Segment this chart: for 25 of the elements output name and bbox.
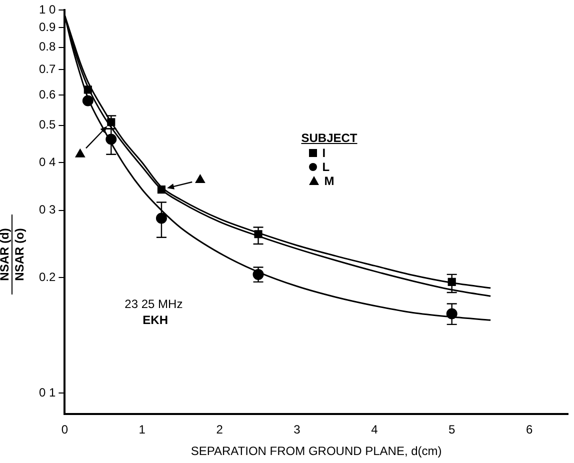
y-tick-label: 0.9 [38, 20, 56, 34]
legend-label: M [323, 174, 336, 188]
x-tick-label: 3 [294, 422, 301, 437]
x-tick-label: 6 [526, 422, 533, 437]
y-tick-label: 0.6 [38, 87, 56, 102]
y-tick-label: 1 0 [38, 2, 56, 17]
x-tick-label: 0 [61, 422, 68, 437]
y-tick-label: 0 1 [38, 385, 56, 400]
y-tick-label: 0.5 [38, 118, 56, 132]
y-tick-label: 0 3 [38, 202, 56, 217]
legend-label: L [321, 160, 331, 174]
y-tick-label: 0.8 [38, 40, 56, 54]
annotation: EKH [142, 313, 168, 328]
legend-label: I [321, 146, 327, 160]
x-tick-label: 2 [216, 422, 224, 437]
y-axis-title: NSAR (d) NSAR (o) [0, 227, 26, 283]
annotation: 23 25 MHz [124, 297, 183, 312]
x-tick-label: 1 [138, 422, 146, 437]
y-tick-label: 0.2 [38, 270, 56, 284]
legend-title: SUBJECT [301, 131, 358, 146]
x-tick-label: 5 [448, 422, 456, 437]
x-tick-label: 4 [371, 422, 378, 437]
y-tick-label: 0.7 [38, 62, 56, 76]
x-axis-title: SEPARATION FROM GROUND PLANE, d(cm) [190, 444, 442, 458]
y-tick-label: 0 4 [38, 154, 56, 169]
